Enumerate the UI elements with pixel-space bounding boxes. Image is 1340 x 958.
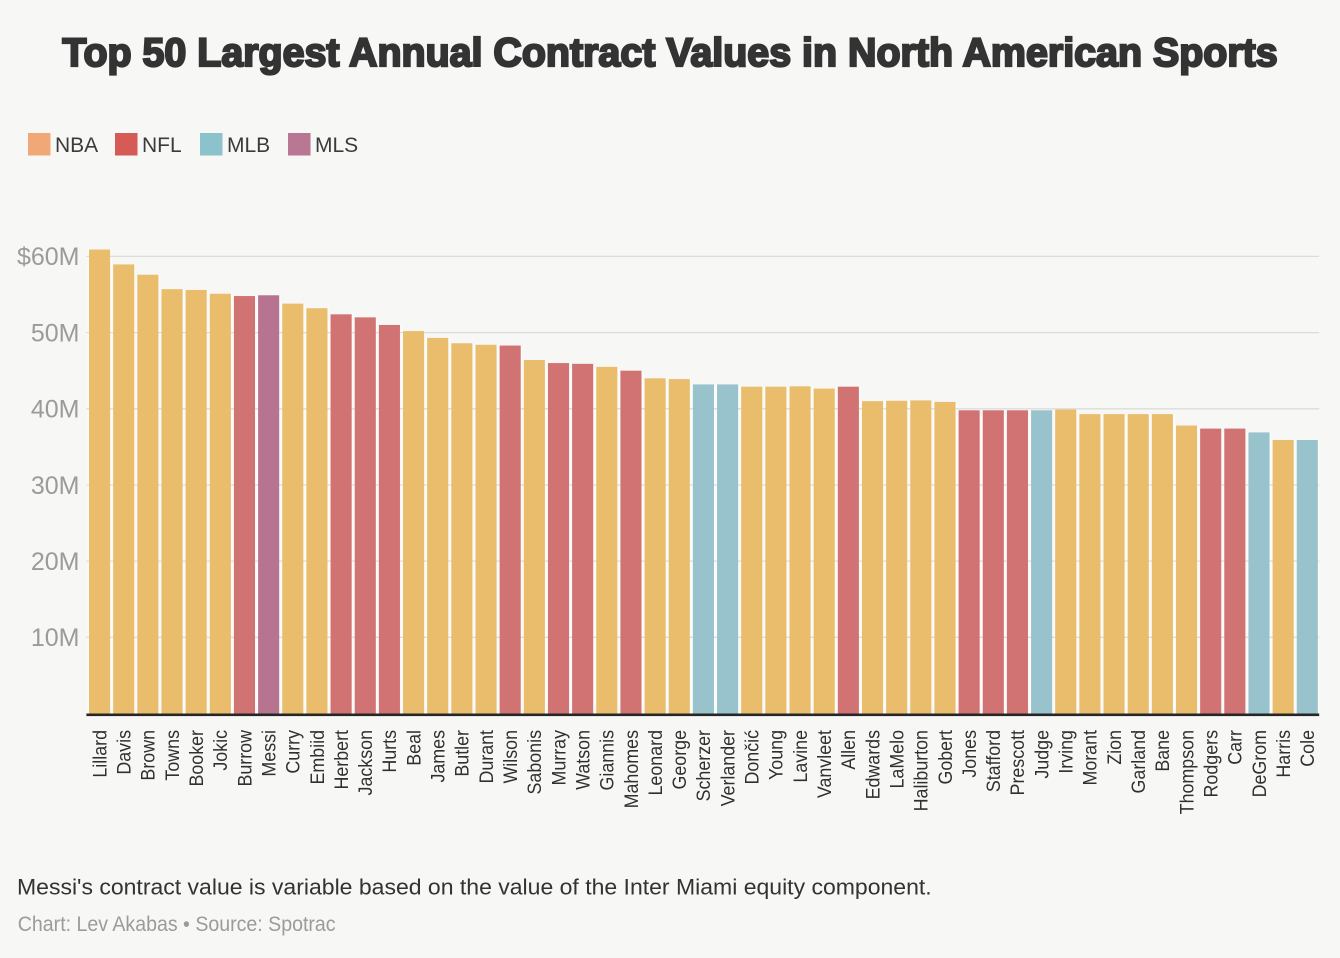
svg-text:Curry: Curry (282, 729, 304, 773)
svg-text:Murray: Murray (548, 729, 570, 785)
svg-text:Carr: Carr (1224, 730, 1246, 765)
svg-text:LaMelo: LaMelo (886, 730, 908, 789)
svg-text:Giannis: Giannis (596, 730, 618, 791)
svg-text:Prescott: Prescott (1007, 730, 1029, 795)
svg-text:Scherzer: Scherzer (693, 730, 715, 801)
svg-text:Jones: Jones (958, 730, 980, 778)
svg-text:Irving: Irving (1055, 730, 1077, 774)
svg-text:Dončić: Dončić (741, 730, 763, 785)
svg-text:Vanvleet: Vanvleet (813, 730, 835, 798)
svg-text:NBA: NBA (55, 134, 98, 157)
svg-text:Leonard: Leonard (644, 730, 666, 795)
svg-text:Burrow: Burrow (234, 729, 256, 786)
svg-text:DeGrom: DeGrom (1248, 730, 1270, 797)
svg-text:Bane: Bane (1152, 730, 1174, 772)
svg-text:Butler: Butler (451, 730, 473, 777)
svg-text:George: George (669, 730, 691, 790)
svg-text:Verlander: Verlander (717, 730, 739, 806)
svg-text:30M: 30M (31, 472, 80, 500)
svg-text:James: James (427, 730, 449, 783)
svg-text:Edwards: Edwards (862, 730, 884, 799)
svg-text:Durant: Durant (475, 730, 497, 784)
svg-text:Towns: Towns (161, 730, 183, 781)
svg-text:Thompson: Thompson (1176, 730, 1198, 814)
svg-text:Young: Young (765, 730, 787, 780)
svg-text:NFL: NFL (142, 134, 182, 157)
svg-text:Top 50 Largest Annual Contract: Top 50 Largest Annual Contract Values in… (62, 31, 1277, 75)
svg-text:Jokic: Jokic (210, 730, 232, 771)
svg-text:10M: 10M (31, 624, 80, 652)
svg-text:Harris: Harris (1272, 730, 1294, 778)
svg-text:Morant: Morant (1079, 730, 1101, 786)
svg-text:20M: 20M (31, 548, 80, 576)
svg-text:Allen: Allen (838, 730, 860, 770)
svg-text:Watson: Watson (572, 730, 594, 790)
svg-text:Wilson: Wilson (499, 730, 521, 784)
svg-text:Haliburton: Haliburton (910, 730, 932, 811)
svg-text:Embiid: Embiid (306, 730, 328, 785)
svg-text:50M: 50M (31, 319, 80, 347)
svg-text:Beal: Beal (403, 730, 425, 766)
svg-text:Mahomes: Mahomes (620, 730, 642, 808)
svg-text:Brown: Brown (137, 730, 159, 781)
svg-text:Sabonis: Sabonis (524, 730, 546, 794)
svg-text:Zion: Zion (1103, 730, 1125, 765)
svg-text:Jackson: Jackson (355, 730, 377, 795)
svg-text:Lavine: Lavine (789, 730, 811, 783)
svg-text:Judge: Judge (1031, 730, 1053, 779)
svg-text:Stafford: Stafford (983, 730, 1005, 792)
svg-text:Gobert: Gobert (934, 730, 956, 785)
svg-text:Chart: Lev Akabas • Source: Sp: Chart: Lev Akabas • Source: Spotrac (18, 912, 336, 936)
svg-text:Herbert: Herbert (330, 730, 352, 790)
svg-text:Garland: Garland (1127, 730, 1149, 793)
svg-text:Messi: Messi (258, 730, 280, 777)
svg-text:Rodgers: Rodgers (1200, 730, 1222, 797)
svg-text:Davis: Davis (113, 730, 135, 775)
svg-text:Lillard: Lillard (89, 730, 111, 778)
svg-text:40M: 40M (31, 396, 80, 424)
svg-text:$60M: $60M (17, 243, 80, 271)
svg-text:MLB: MLB (227, 134, 270, 157)
svg-text:Cole: Cole (1297, 730, 1319, 767)
svg-text:Messi's contract value is vari: Messi's contract value is variable based… (17, 875, 932, 899)
svg-text:MLS: MLS (315, 134, 358, 157)
svg-text:Hurts: Hurts (379, 730, 401, 773)
svg-text:Booker: Booker (185, 730, 207, 787)
